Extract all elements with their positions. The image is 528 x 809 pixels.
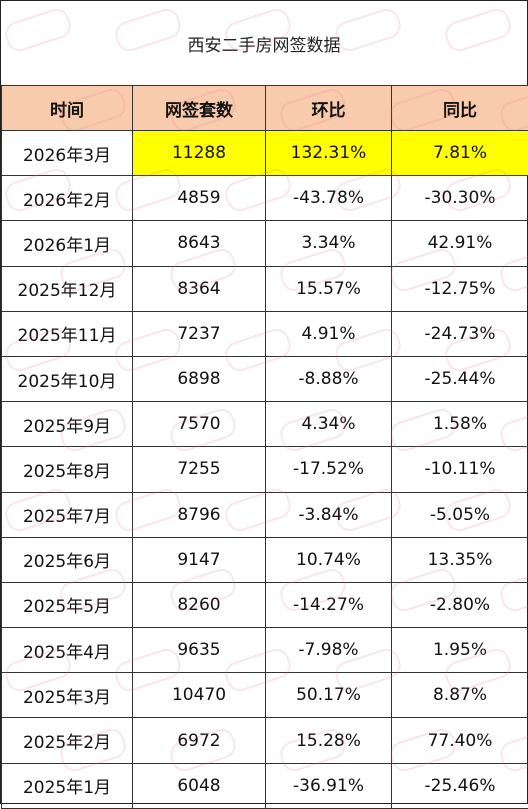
cell-count: 8643 <box>133 221 266 266</box>
cell-yoy: -25.44% <box>392 356 528 401</box>
cell-time: 2025年8月 <box>2 447 133 492</box>
header-count: 网签套数 <box>133 86 266 131</box>
cell-mom: -14.27% <box>266 582 392 627</box>
cell-count: 7570 <box>133 402 266 447</box>
cell-mom: 132.31% <box>266 131 392 176</box>
cell-mom: -8.88% <box>266 356 392 401</box>
cell-time: 2025年10月 <box>2 356 133 401</box>
cell-time: 2025年2月 <box>2 718 133 763</box>
cell-yoy: 7.81% <box>392 131 528 176</box>
cell-mom: -3.84% <box>266 492 392 537</box>
cell-mom: -36.91% <box>266 763 392 808</box>
cell-time: 2026年1月 <box>2 221 133 266</box>
cell-mom: 3.34% <box>266 221 392 266</box>
cell-yoy: 77.40% <box>392 718 528 763</box>
header-yoy: 同比 <box>392 86 528 131</box>
cell-yoy: 1.95% <box>392 628 528 673</box>
cell-count: 9147 <box>133 537 266 582</box>
cell-time: 2025年4月 <box>2 628 133 673</box>
cell-time: 2025年1月 <box>2 763 133 808</box>
cell-count: 4859 <box>133 176 266 221</box>
cell-time: 2025年3月 <box>2 673 133 718</box>
cell-mom: 4.34% <box>266 402 392 447</box>
cell-yoy: -2.80% <box>392 582 528 627</box>
cell-count: 6898 <box>133 356 266 401</box>
cell-yoy: -30.30% <box>392 176 528 221</box>
cell-yoy: -5.05% <box>392 492 528 537</box>
cell-mom: 10.74% <box>266 537 392 582</box>
cell-count: 8260 <box>133 582 266 627</box>
cell-count: 6972 <box>133 718 266 763</box>
cell-time: 2025年5月 <box>2 582 133 627</box>
cell-time: 2026年2月 <box>2 176 133 221</box>
cell-count: 9635 <box>133 628 266 673</box>
cell-time: 2025年7月 <box>2 492 133 537</box>
cell-count: 6048 <box>133 763 266 808</box>
cell-yoy: -25.46% <box>392 763 528 808</box>
cell-time: 2025年12月 <box>2 266 133 311</box>
cell-time: 2026年3月 <box>2 131 133 176</box>
cell-count: 8796 <box>133 492 266 537</box>
cell-yoy: 42.91% <box>392 221 528 266</box>
cell-mom: -17.52% <box>266 447 392 492</box>
cell-mom: 15.57% <box>266 266 392 311</box>
header-row: 时间 网签套数 环比 同比 <box>2 86 528 131</box>
cell-mom: 15.28% <box>266 718 392 763</box>
cell-yoy: -24.73% <box>392 311 528 356</box>
cell-yoy: 1.58% <box>392 402 528 447</box>
cell-count: 10470 <box>133 673 266 718</box>
cell-yoy: 8.87% <box>392 673 528 718</box>
cell-count: 7255 <box>133 447 266 492</box>
cell-count: 7237 <box>133 311 266 356</box>
cell-yoy: -10.11% <box>392 447 528 492</box>
cell-count: 8364 <box>133 266 266 311</box>
cell-yoy: -12.75% <box>392 266 528 311</box>
header-time: 时间 <box>2 86 133 131</box>
cell-count: 11288 <box>133 131 266 176</box>
cell-mom: -43.78% <box>266 176 392 221</box>
header-mom: 环比 <box>266 86 392 131</box>
cell-time: 2025年11月 <box>2 311 133 356</box>
cell-mom: 50.17% <box>266 673 392 718</box>
cell-mom: 4.91% <box>266 311 392 356</box>
table-title: 西安二手房网签数据 <box>1 1 527 85</box>
cell-mom: -7.98% <box>266 628 392 673</box>
cell-yoy: 13.35% <box>392 537 528 582</box>
cell-time: 2025年9月 <box>2 402 133 447</box>
cell-time: 2025年6月 <box>2 537 133 582</box>
